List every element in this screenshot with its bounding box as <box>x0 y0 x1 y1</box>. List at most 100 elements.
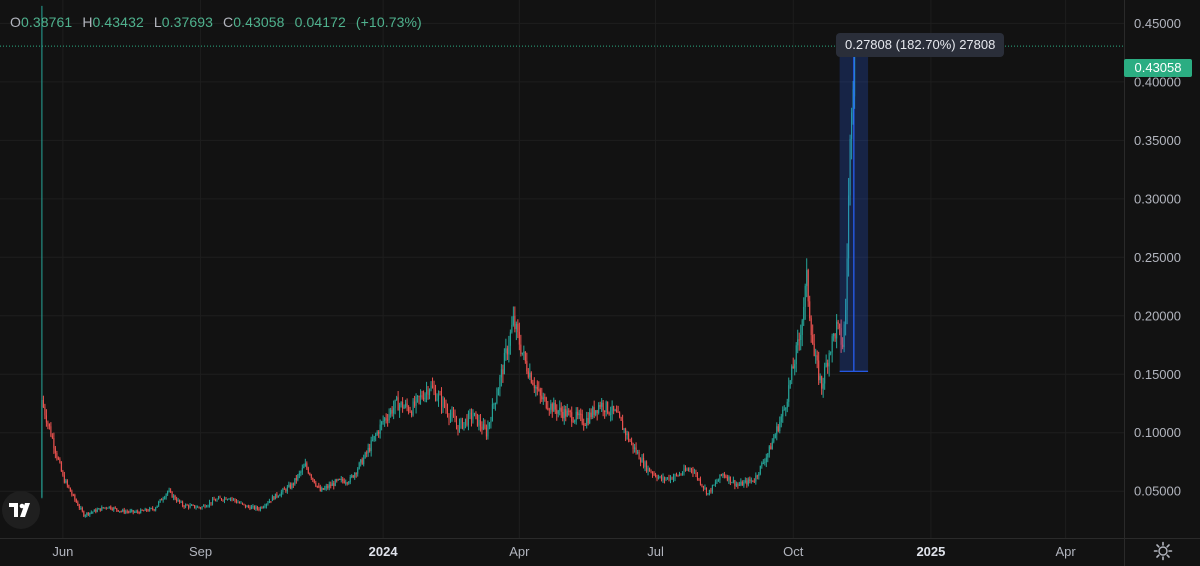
candle-body <box>765 457 767 463</box>
candle-body <box>803 306 805 321</box>
candle-body <box>164 497 166 499</box>
candle-body <box>710 489 712 492</box>
gear-icon[interactable] <box>1153 541 1173 561</box>
candle-body <box>816 355 818 361</box>
candle-body <box>734 480 736 486</box>
candle-body <box>448 415 450 419</box>
candle-body <box>680 474 682 476</box>
candle-body <box>179 499 181 503</box>
candle-body <box>385 418 387 420</box>
candle-body <box>689 468 691 470</box>
candle-body <box>470 412 472 420</box>
candle-body <box>418 396 420 398</box>
candle-body <box>586 417 588 426</box>
candle-body <box>740 481 742 485</box>
candle-body <box>451 412 453 416</box>
candle-body <box>222 499 224 501</box>
candle-body <box>590 412 592 417</box>
candle-body <box>99 508 101 511</box>
candle-body <box>708 489 710 494</box>
candle-body <box>210 502 212 504</box>
candle-body <box>189 505 191 508</box>
candle-body <box>785 407 787 410</box>
candle-body <box>649 467 651 472</box>
candle-body <box>529 372 531 378</box>
candle-body <box>209 502 211 506</box>
candle-body <box>77 502 79 506</box>
candle-body <box>194 505 196 508</box>
candle-body <box>559 407 561 411</box>
candle-body <box>508 345 510 355</box>
candle-body <box>376 432 378 435</box>
candle-body <box>271 496 273 502</box>
candle-body <box>234 498 236 501</box>
candle-body <box>393 407 395 414</box>
candle-body <box>812 334 814 344</box>
candle-body <box>828 353 830 367</box>
candle-body <box>746 480 748 485</box>
candle-body <box>463 422 465 429</box>
candle-body <box>256 506 258 509</box>
candle-body <box>821 376 823 389</box>
candle-body <box>517 323 519 332</box>
candle-body <box>134 511 136 513</box>
candle-body <box>476 413 478 426</box>
candle-body <box>226 499 229 501</box>
candle-body <box>806 270 808 286</box>
candle-body <box>253 505 255 509</box>
candle-body <box>358 462 360 469</box>
candle-body <box>533 384 535 389</box>
candle-body <box>452 412 455 417</box>
candle-body <box>213 499 215 501</box>
candle-body <box>152 508 154 510</box>
candle-body <box>653 474 655 476</box>
candle-body <box>84 515 86 517</box>
candle-body <box>283 488 285 490</box>
candle-body <box>720 474 722 476</box>
candle-body <box>261 507 263 509</box>
candle-body <box>258 508 260 510</box>
candle-body <box>322 488 324 490</box>
candle-body <box>704 487 706 489</box>
candle-body <box>312 477 314 480</box>
candle-body <box>306 463 308 469</box>
candle-body <box>511 325 513 333</box>
candle-body <box>445 406 447 410</box>
candle-body <box>662 477 664 480</box>
candle-body <box>421 395 423 398</box>
tradingview-logo-icon[interactable] <box>2 491 40 529</box>
candle-body <box>827 362 829 367</box>
candle-body <box>749 479 751 481</box>
candle-body <box>176 499 178 502</box>
candle-body <box>635 447 637 453</box>
candle-body <box>138 512 140 514</box>
candle-body <box>671 477 673 480</box>
candle-body <box>601 402 603 407</box>
candle-body <box>756 475 758 477</box>
candle-body <box>119 511 121 513</box>
candle-body <box>411 411 413 416</box>
candle-body <box>646 462 648 472</box>
last-price-label: 0.43058 <box>1124 59 1192 77</box>
candle-body <box>420 395 422 398</box>
candle-body <box>355 473 357 475</box>
candle-body <box>204 505 206 508</box>
candle-body <box>325 486 327 488</box>
candle-body <box>397 397 399 411</box>
candle-body <box>110 506 112 509</box>
candle-body <box>432 385 434 388</box>
candle-body <box>622 420 624 430</box>
candle-body <box>846 258 848 310</box>
candle-body <box>135 511 137 513</box>
candle-body <box>753 481 755 483</box>
candle-body <box>607 401 609 413</box>
candle-body <box>726 477 728 481</box>
candle-body <box>42 399 44 408</box>
candle-body <box>743 482 745 486</box>
candle-body <box>98 508 100 510</box>
candle-body <box>505 348 507 353</box>
candle-body <box>687 469 689 471</box>
candle-body <box>342 478 344 481</box>
candle-body <box>333 483 335 486</box>
